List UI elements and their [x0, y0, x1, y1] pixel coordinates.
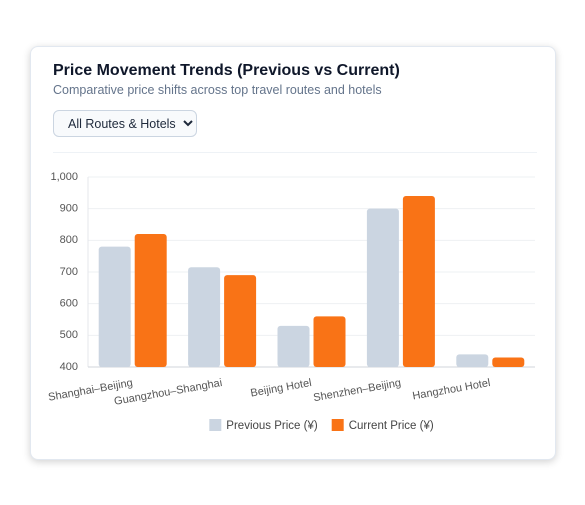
legend-label: Current Price (¥): [349, 420, 434, 432]
title: Price Movement Trends (Previous vs Curre…: [53, 62, 400, 79]
bar: [313, 316, 346, 367]
y-tick-label: 1,000: [50, 171, 78, 183]
x-tick-label: Hangzhou Hotel: [412, 377, 492, 403]
divider: [53, 152, 537, 153]
bar: [98, 246, 131, 367]
y-tick-label: 400: [60, 361, 78, 373]
bar: [224, 275, 257, 367]
x-tick-label: Beijing Hotel: [250, 377, 313, 400]
y-tick-label: 700: [60, 266, 78, 278]
filter-select[interactable]: All Routes & Hotels: [53, 110, 197, 137]
bar: [134, 234, 167, 367]
bar: [277, 325, 310, 367]
bar: [366, 208, 399, 367]
y-tick-label: 600: [60, 298, 78, 310]
bar: [188, 267, 221, 367]
y-tick-label: 900: [60, 203, 78, 215]
x-tick-label: Shenzhen–Beijing: [313, 377, 402, 404]
bar: [456, 354, 489, 367]
subtitle: Comparative price shifts across top trav…: [53, 83, 382, 97]
legend-label: Previous Price (¥): [226, 420, 318, 432]
y-tick-label: 500: [60, 329, 78, 341]
bar: [492, 357, 525, 367]
bar: [402, 196, 435, 367]
y-tick-label: 800: [60, 234, 78, 246]
legend-swatch: [209, 419, 222, 431]
legend-swatch: [331, 419, 344, 431]
